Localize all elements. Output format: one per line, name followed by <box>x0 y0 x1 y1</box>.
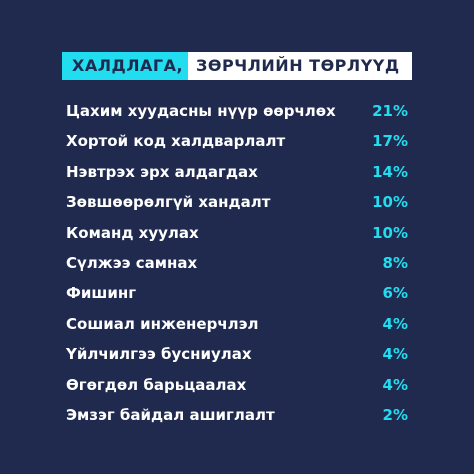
table-row: Фишинг 6% <box>66 281 408 305</box>
header-highlight: ХАЛДЛАГА, <box>62 52 188 80</box>
table-row: Хортой код халдварлалт 17% <box>66 129 408 153</box>
row-percent: 17% <box>372 132 408 151</box>
row-label: Үйлчилгээ бусниулах <box>66 345 252 364</box>
table-row: Сүлжээ самнах 8% <box>66 251 408 275</box>
row-percent: 6% <box>382 284 408 303</box>
header-title: ЗӨРЧЛИЙН ТӨРЛҮҮД <box>188 52 412 80</box>
table-row: Эмзэг байдал ашиглалт 2% <box>66 403 408 427</box>
row-label: Өгөгдөл барьцаалах <box>66 375 247 394</box>
table-row: Цахим хуудасны нүүр өөрчлөх 21% <box>66 99 408 123</box>
table-row: Нэвтрэх эрх алдагдах 14% <box>66 160 408 184</box>
table-row: Сошиал инженерчлэл 4% <box>66 312 408 336</box>
row-percent: 4% <box>382 345 408 364</box>
row-label: Сошиал инженерчлэл <box>66 314 259 333</box>
row-label: Сүлжээ самнах <box>66 254 198 272</box>
row-percent: 4% <box>382 314 408 333</box>
row-label: Эмзэг байдал ашиглалт <box>66 406 275 424</box>
row-percent: 10% <box>372 193 408 212</box>
row-percent: 10% <box>372 223 408 242</box>
row-percent: 21% <box>372 102 408 120</box>
row-percent: 2% <box>382 406 408 424</box>
row-label: Фишинг <box>66 284 137 303</box>
row-percent: 14% <box>372 162 408 181</box>
row-label: Цахим хуудасны нүүр өөрчлөх <box>66 102 336 120</box>
table-row: Үйлчилгээ бусниулах 4% <box>66 342 408 366</box>
table-row: Өгөгдөл барьцаалах 4% <box>66 373 408 397</box>
row-label: Хортой код халдварлалт <box>66 132 286 151</box>
row-percent: 8% <box>382 254 408 272</box>
row-label: Зөвшөөрөлгүй хандалт <box>66 193 271 212</box>
row-label: Нэвтрэх эрх алдагдах <box>66 162 258 181</box>
row-label: Команд хуулах <box>66 223 199 242</box>
table-row: Зөвшөөрөлгүй хандалт 10% <box>66 190 408 214</box>
row-percent: 4% <box>382 375 408 394</box>
table-row: Команд хуулах 10% <box>66 221 408 245</box>
